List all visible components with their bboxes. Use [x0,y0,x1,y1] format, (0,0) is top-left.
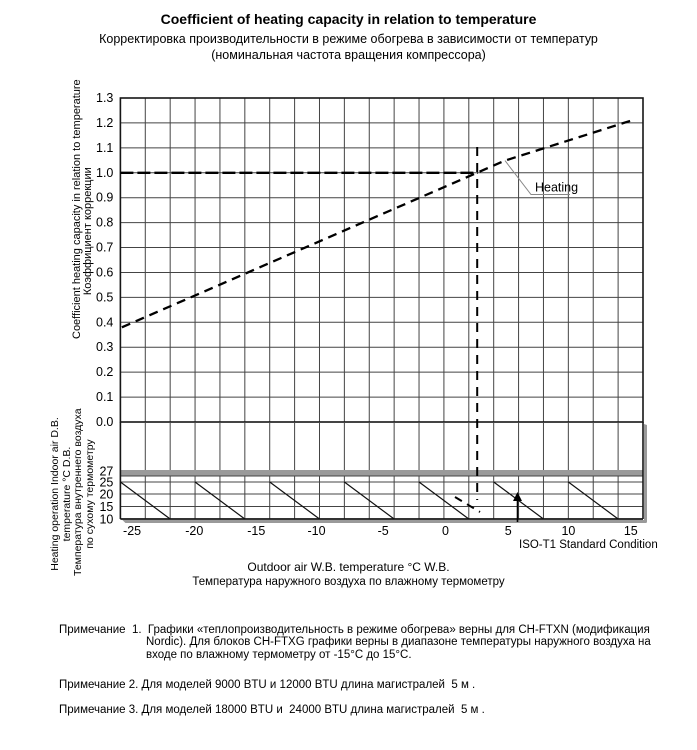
svg-text:-20: -20 [185,524,203,538]
svg-text:0.0: 0.0 [96,415,113,429]
svg-text:10: 10 [561,524,575,538]
svg-text:0.1: 0.1 [96,390,113,404]
svg-text:0.4: 0.4 [96,315,113,329]
svg-text:10: 10 [99,513,113,527]
svg-text:1.0: 1.0 [96,166,113,180]
svg-text:ISO-T1 Standard Condition: ISO-T1 Standard Condition [519,539,658,551]
svg-text:-15: -15 [247,524,265,538]
svg-text:-25: -25 [123,524,141,538]
svg-text:15: 15 [624,524,638,538]
svg-text:0.9: 0.9 [96,191,113,205]
svg-text:0.5: 0.5 [96,290,113,304]
svg-text:0: 0 [442,524,449,538]
svg-text:0.7: 0.7 [96,241,113,255]
svg-text:0.6: 0.6 [96,265,113,279]
svg-text:5: 5 [505,524,512,538]
svg-text:0.8: 0.8 [96,216,113,230]
svg-text:-10: -10 [307,524,325,538]
svg-text:1.3: 1.3 [96,91,113,105]
svg-text:0.2: 0.2 [96,365,113,379]
svg-text:-5: -5 [378,524,389,538]
svg-text:Heating: Heating [535,181,578,195]
svg-text:1.2: 1.2 [96,116,113,130]
svg-text:1.1: 1.1 [96,141,113,155]
svg-text:0.3: 0.3 [96,340,113,354]
